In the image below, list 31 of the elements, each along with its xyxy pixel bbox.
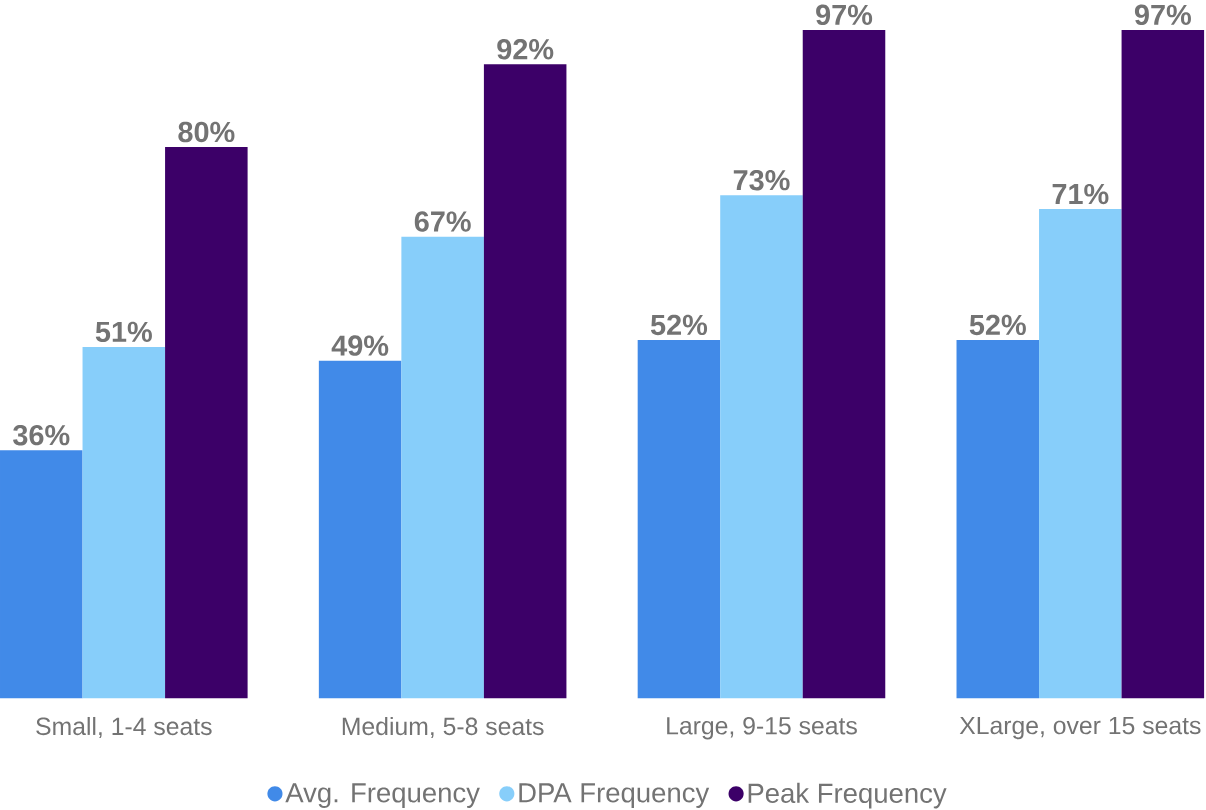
bar (637, 339, 721, 699)
bar (802, 29, 886, 699)
bar (956, 339, 1040, 699)
data-label: 67% (414, 211, 471, 232)
data-label: 49% (331, 335, 389, 356)
data-label: 52% (650, 314, 708, 335)
bar (0, 450, 83, 699)
bar (1121, 29, 1205, 699)
data-label: 51% (95, 321, 152, 342)
data-label: 80% (178, 121, 235, 143)
bar (401, 236, 484, 699)
x-tick-label: Medium, 5-8 seats (342, 716, 544, 738)
data-label: 52% (969, 314, 1026, 335)
x-tick-label: XLarge, over 15 seats (959, 716, 1201, 739)
bar (483, 64, 567, 699)
data-label: 36% (13, 424, 70, 446)
legend-label: DPA Frequency (519, 783, 710, 808)
bar (82, 346, 166, 699)
data-label: 97% (816, 4, 873, 25)
legend-label: Avg. Frequency (285, 783, 480, 808)
bar (318, 360, 402, 699)
legend-label: Peak Frequency (748, 782, 947, 809)
x-tick-label: Small, 1-4 seats (36, 716, 212, 738)
bar (165, 146, 248, 699)
data-label: 73% (733, 169, 790, 191)
data-label: 97% (1134, 4, 1191, 25)
bar (720, 195, 803, 699)
x-tick-label: Large, 9-15 seats (667, 716, 857, 740)
bar (1039, 208, 1122, 699)
data-label: 71% (1052, 183, 1109, 205)
data-label: 92% (497, 38, 554, 60)
